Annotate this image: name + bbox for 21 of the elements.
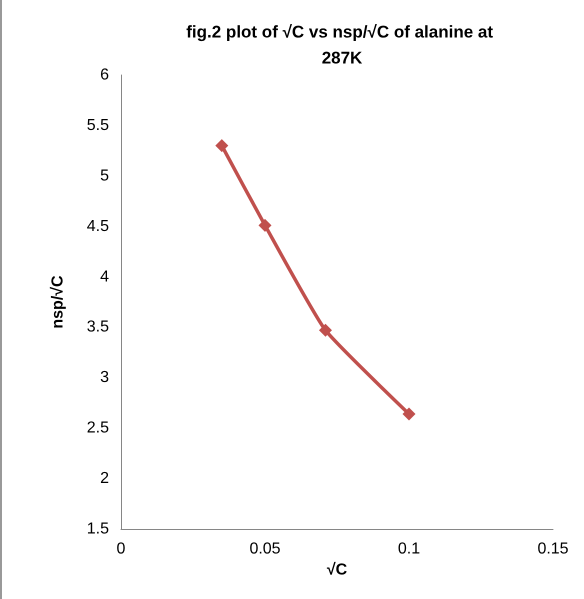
y-tick-label: 4.5	[86, 218, 110, 235]
x-tick-label: 0.1	[398, 540, 420, 558]
point	[258, 218, 272, 232]
y-tick-label: 2.5	[86, 420, 110, 437]
point	[318, 324, 332, 337]
x-tick-label: 0.15	[537, 540, 569, 558]
y-tick-label: 5.5	[86, 116, 110, 134]
y-tick-label: 4	[100, 268, 110, 286]
y-tick-label: 5	[100, 167, 110, 184]
point	[402, 407, 416, 420]
x-axis-title: √C	[326, 561, 348, 578]
y-tick-label: 1.5	[86, 520, 110, 538]
y-axis-title: nsp/√C	[50, 274, 66, 329]
y-tick-label: 2	[100, 470, 110, 488]
point	[215, 139, 228, 152]
x-tick-label: 0.05	[249, 540, 281, 558]
x-tick-label: 0	[116, 540, 126, 558]
chart-title: fig.2 plot of √C vs nsp/√C of alanine at 287K	[186, 22, 498, 68]
y-tick-label: 6	[100, 66, 110, 84]
y-tick-label: 3.5	[86, 318, 110, 336]
y-tick-label: 3	[100, 369, 110, 386]
